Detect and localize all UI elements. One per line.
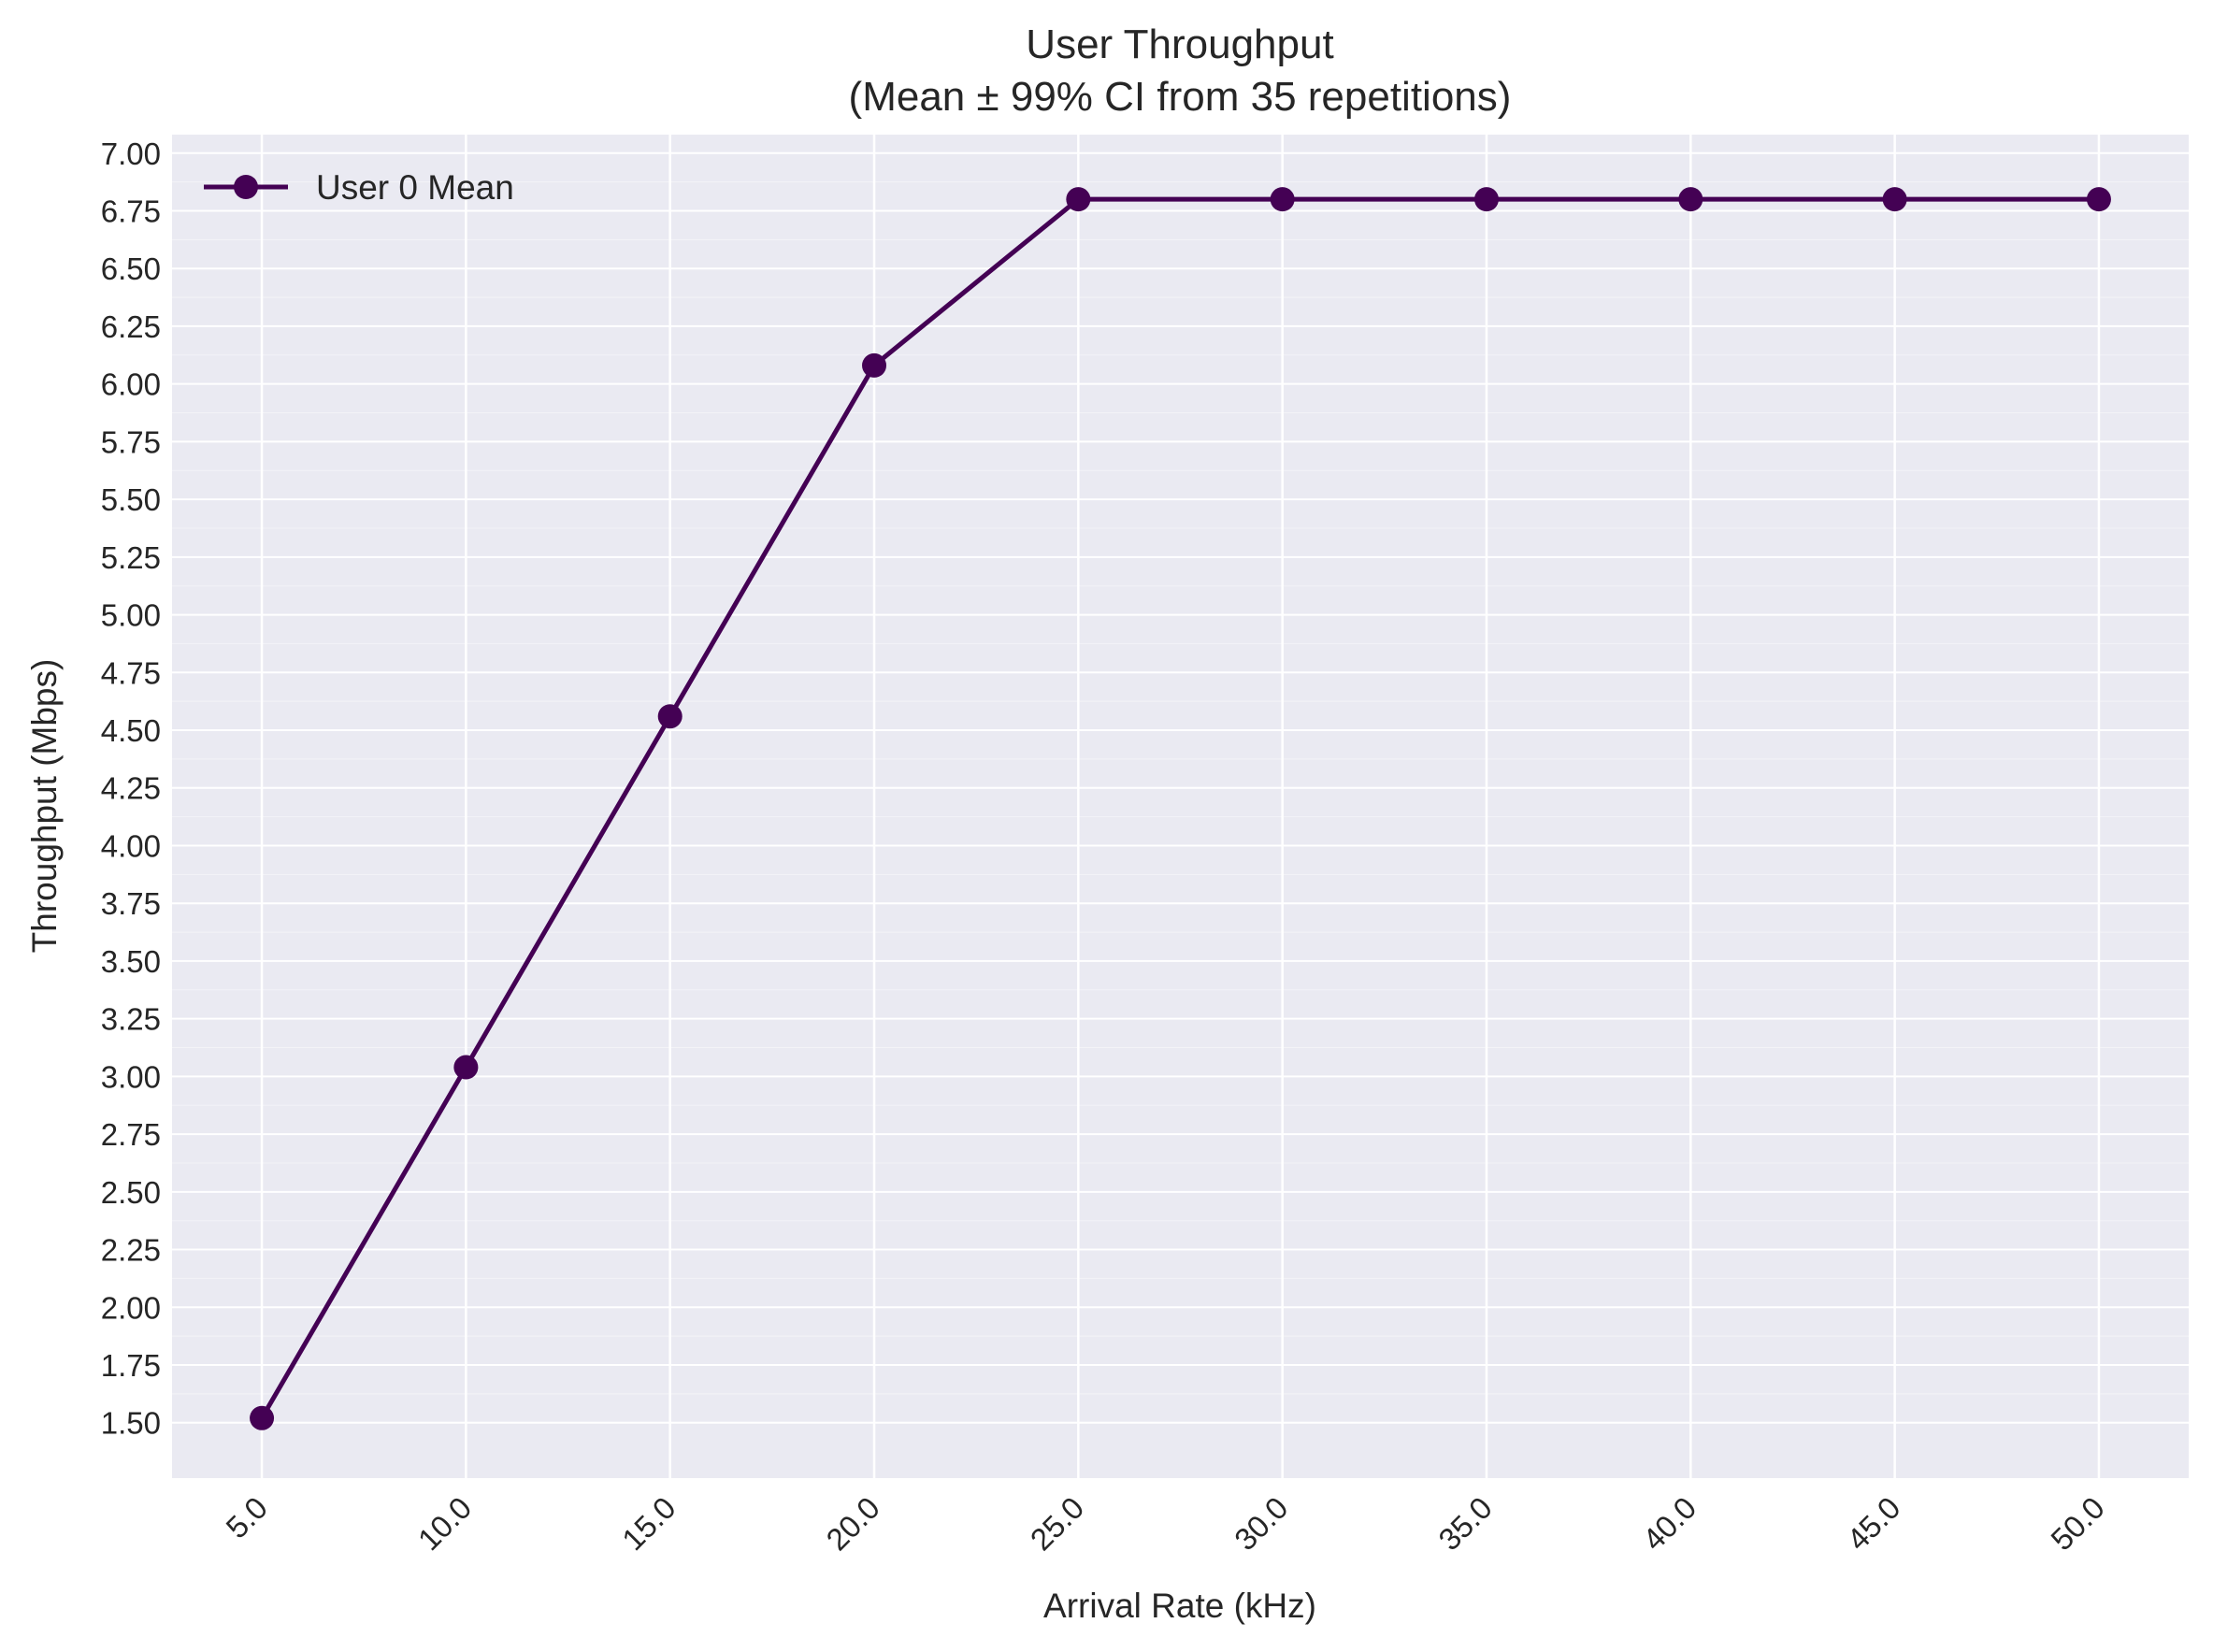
data-points	[250, 187, 2111, 1430]
plot-background	[172, 135, 2189, 1478]
data-point	[657, 704, 683, 729]
data-point	[1678, 187, 1703, 212]
x-tick-label: 40.0	[1636, 1490, 1703, 1558]
y-tick-label: 3.25	[101, 1002, 161, 1037]
y-tick-label: 5.00	[101, 598, 161, 633]
y-tick-label: 5.75	[101, 424, 161, 459]
y-tick-label: 2.75	[101, 1117, 161, 1152]
x-tick-label: 45.0	[1840, 1490, 1907, 1558]
x-tick-label: 20.0	[819, 1490, 886, 1558]
x-tick-label: 35.0	[1431, 1490, 1499, 1558]
y-tick-label: 4.75	[101, 655, 161, 690]
y-tick-label: 4.00	[101, 828, 161, 863]
y-tick-label: 3.50	[101, 944, 161, 979]
y-tick-label: 5.50	[101, 482, 161, 517]
y-tick-label: 6.25	[101, 309, 161, 344]
chart-subtitle: (Mean ± 99% CI from 35 repetitions)	[849, 74, 1512, 120]
y-tick-label: 5.25	[101, 540, 161, 575]
y-tick-label: 6.50	[101, 251, 161, 286]
y-tick-label: 2.50	[101, 1175, 161, 1210]
x-tick-label: 5.0	[219, 1490, 274, 1545]
y-tick-label: 2.00	[101, 1290, 161, 1325]
x-tick-labels: 5.0 10.0 15.0 20.0 25.0 30.0 35.0 40.0 45.0 50.0	[219, 1490, 2110, 1558]
y-tick-label: 3.00	[101, 1059, 161, 1094]
y-tick-label: 1.75	[101, 1348, 161, 1383]
legend: User 0 Mean	[204, 168, 514, 207]
y-tick-label: 1.50	[101, 1406, 161, 1441]
grid-lines	[172, 135, 2189, 1478]
legend-label: User 0 Mean	[316, 168, 514, 207]
y-tick-label: 7.00	[101, 136, 161, 171]
data-point	[862, 352, 887, 378]
y-axis-label: Throughput (Mbps)	[25, 659, 64, 954]
y-tick-label: 4.25	[101, 771, 161, 806]
legend-marker	[234, 175, 258, 199]
y-tick-label: 2.25	[101, 1233, 161, 1268]
x-tick-label: 25.0	[1024, 1490, 1091, 1558]
series-lines	[259, 196, 2099, 1420]
y-tick-labels: 1.50 1.75 2.00 2.25 2.50 2.75 3.00 3.25 3.50 3.75…	[101, 136, 161, 1441]
y-tick-label: 6.00	[101, 367, 161, 402]
x-axis-label: Arrival Rate (kHz)	[1043, 1587, 1316, 1625]
series-line	[259, 196, 2099, 1420]
data-point	[1473, 187, 1499, 212]
y-tick-label: 4.50	[101, 713, 161, 748]
x-tick-label: 10.0	[411, 1490, 479, 1558]
data-point	[1066, 187, 1091, 212]
data-point	[2086, 187, 2111, 212]
x-tick-label: 30.0	[1228, 1490, 1295, 1558]
chart-title: User Throughput	[1026, 22, 1333, 67]
data-point	[453, 1055, 479, 1080]
x-tick-label: 15.0	[615, 1490, 683, 1558]
data-point	[1882, 187, 1907, 212]
y-tick-label: 6.75	[101, 194, 161, 228]
x-tick-label: 50.0	[2044, 1490, 2111, 1558]
data-point	[1270, 187, 1295, 212]
y-tick-label: 3.75	[101, 886, 161, 921]
data-point	[250, 1405, 275, 1430]
